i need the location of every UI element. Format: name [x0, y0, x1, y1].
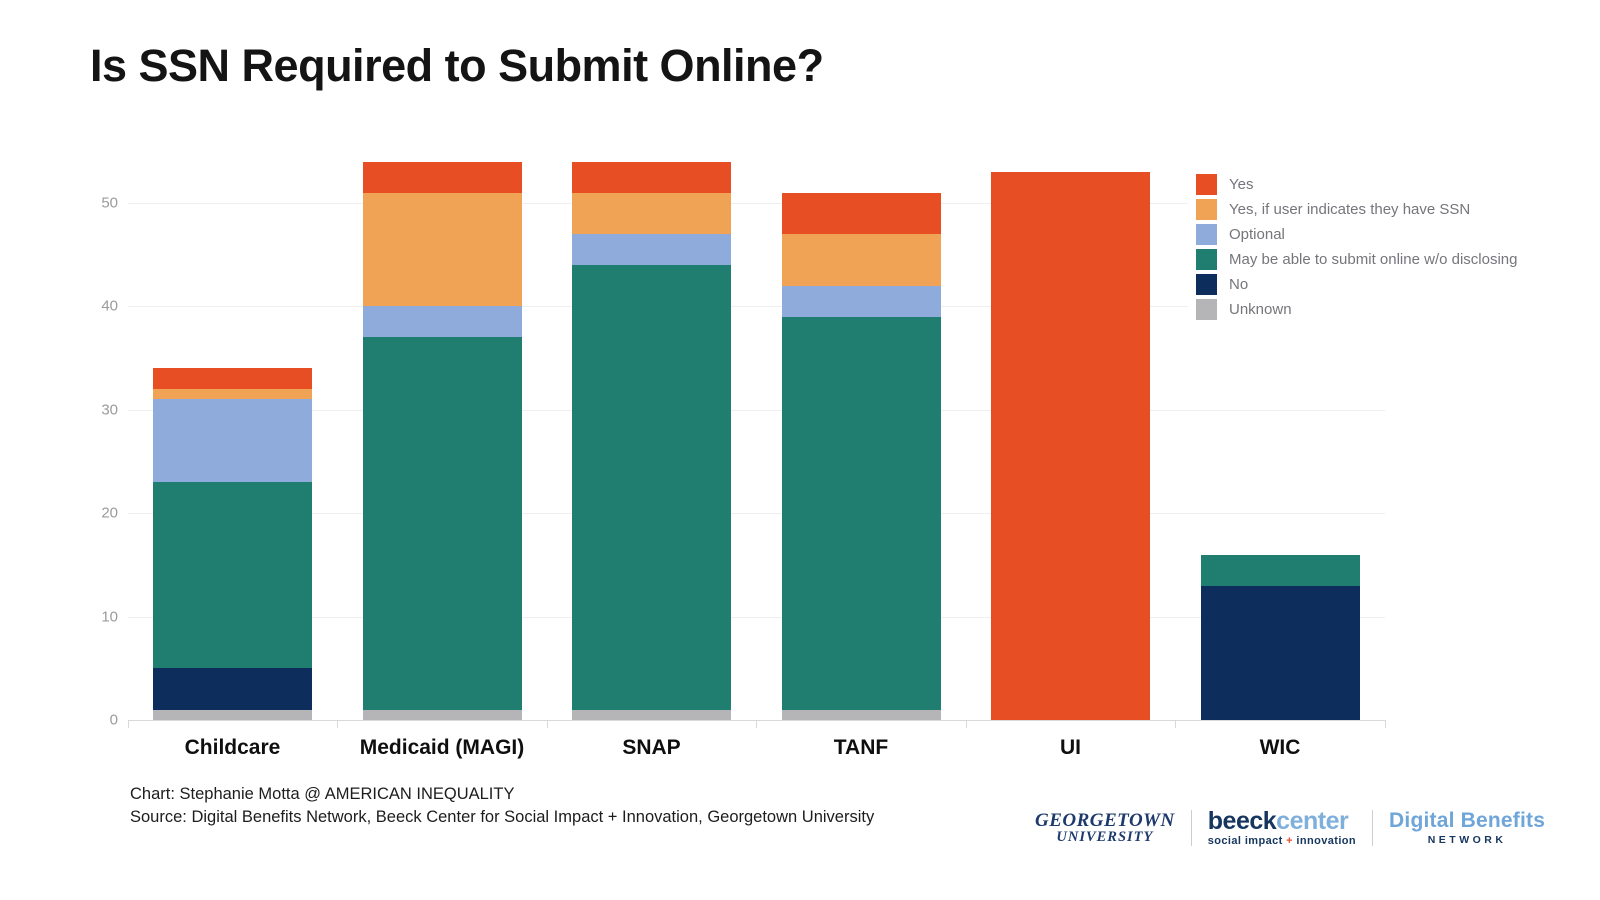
- bar-segment-medicaid-magi-: [362, 161, 522, 193]
- logo-divider: [1372, 810, 1374, 846]
- bar-segment-snap: [572, 161, 731, 193]
- bar-segment-ui: [991, 171, 1150, 720]
- bar-segment-snap: [572, 709, 731, 720]
- gridline: [127, 513, 1385, 515]
- dbn-logo-line2: NETWORK: [1427, 834, 1507, 847]
- gridline: [127, 409, 1385, 411]
- x-axis-label: SNAP: [622, 736, 681, 759]
- x-axis-tick: [965, 720, 967, 728]
- legend-label: May be able to submit online w/o disclos…: [1229, 251, 1518, 268]
- beeck-plus-icon: +: [1286, 835, 1293, 847]
- x-axis-tick: [127, 720, 129, 728]
- logo-strip: GEORGETOWN UNIVERSITY beeckcenter social…: [1035, 800, 1545, 856]
- y-axis-tick-label: 0: [109, 711, 118, 729]
- bar-segment-snap: [572, 265, 731, 710]
- bar-segment-medicaid-magi-: [362, 337, 522, 710]
- legend-swatch: [1196, 299, 1217, 320]
- bar-segment-tanf: [781, 234, 941, 286]
- chart-source: Source: Digital Benefits Network, Beeck …: [130, 808, 875, 826]
- georgetown-logo-line2: UNIVERSITY: [1056, 829, 1154, 846]
- x-axis-tick: [756, 720, 758, 728]
- x-axis-tick: [546, 720, 548, 728]
- legend-swatch: [1196, 224, 1217, 245]
- bar-segment-tanf: [781, 192, 941, 235]
- logo-divider: [1190, 810, 1192, 846]
- x-axis-label: WIC: [1259, 736, 1301, 759]
- x-axis-label: TANF: [833, 736, 889, 759]
- bar-segment-childcare: [153, 389, 312, 400]
- legend-swatch: [1196, 274, 1217, 295]
- x-axis-tick: [1175, 720, 1177, 728]
- bar-segment-snap: [572, 234, 731, 266]
- y-axis-tick-label: 10: [101, 608, 118, 626]
- bar-segment-tanf: [781, 709, 941, 720]
- dbn-logo-line1: Digital Benefits: [1389, 809, 1546, 833]
- y-axis-tick-label: 50: [101, 194, 118, 212]
- bar-segment-snap: [572, 192, 731, 235]
- x-axis-tick: [1384, 720, 1386, 728]
- legend-swatch: [1196, 174, 1217, 195]
- beeck-logo-wordmark: beeckcenter: [1207, 807, 1349, 835]
- bar-segment-tanf: [781, 316, 941, 710]
- bar-segment-childcare: [153, 668, 312, 710]
- legend-label: Yes, if user indicates they have SSN: [1229, 201, 1471, 218]
- legend-item: Optional: [1196, 224, 1568, 245]
- beeck-center-logo: beeckcenter social impact + innovation: [1208, 809, 1356, 847]
- x-axis-label: Medicaid (MAGI): [359, 736, 525, 759]
- legend-item: Unknown: [1196, 299, 1568, 320]
- legend-label: Unknown: [1229, 301, 1292, 318]
- bar-segment-childcare: [153, 399, 312, 483]
- bar-segment-medicaid-magi-: [362, 192, 522, 307]
- bar-segment-medicaid-magi-: [362, 709, 522, 720]
- legend-item: Yes: [1196, 174, 1568, 195]
- bar-segment-childcare: [153, 709, 312, 720]
- y-axis-tick-label: 30: [101, 401, 118, 419]
- legend-label: No: [1229, 276, 1249, 293]
- chart-footer: Chart: Stephanie Motta @ AMERICAN INEQUA…: [130, 783, 874, 829]
- legend-swatch: [1196, 199, 1217, 220]
- legend-item: May be able to submit online w/o disclos…: [1196, 249, 1568, 270]
- y-axis-tick-label: 40: [101, 297, 118, 315]
- georgetown-logo-line1: GEORGETOWN: [1035, 810, 1175, 832]
- legend-label: Optional: [1229, 226, 1285, 243]
- bar-segment-medicaid-magi-: [362, 306, 522, 338]
- bar-segment-childcare: [153, 482, 312, 669]
- gridline: [127, 306, 1385, 308]
- legend-label: Yes: [1229, 176, 1254, 193]
- georgetown-university-logo: GEORGETOWN UNIVERSITY: [1035, 811, 1175, 845]
- y-axis-tick-label: 20: [101, 504, 118, 522]
- legend-item: Yes, if user indicates they have SSN: [1196, 199, 1568, 220]
- chart-legend: Yes Yes, if user indicates they have SSN O…: [1188, 170, 1568, 328]
- bar-segment-wic: [1200, 554, 1360, 586]
- chart-credit: Chart: Stephanie Motta @ AMERICAN INEQUA…: [130, 785, 515, 803]
- gridline: [127, 203, 1385, 204]
- legend-swatch: [1196, 249, 1217, 270]
- legend-item: No: [1196, 274, 1568, 295]
- x-axis-label: Childcare: [184, 736, 281, 759]
- bar-segment-childcare: [153, 368, 312, 390]
- x-axis-label: UI: [1060, 736, 1081, 759]
- bar-segment-tanf: [781, 285, 941, 317]
- beeck-logo-tagline: social impact + innovation: [1207, 835, 1357, 847]
- x-axis-tick: [337, 720, 339, 728]
- digital-benefits-network-logo: Digital Benefits NETWORK: [1389, 810, 1545, 846]
- chart-title: Is SSN Required to Submit Online?: [90, 40, 824, 91]
- bar-segment-wic: [1200, 585, 1360, 720]
- gridline: [127, 616, 1385, 618]
